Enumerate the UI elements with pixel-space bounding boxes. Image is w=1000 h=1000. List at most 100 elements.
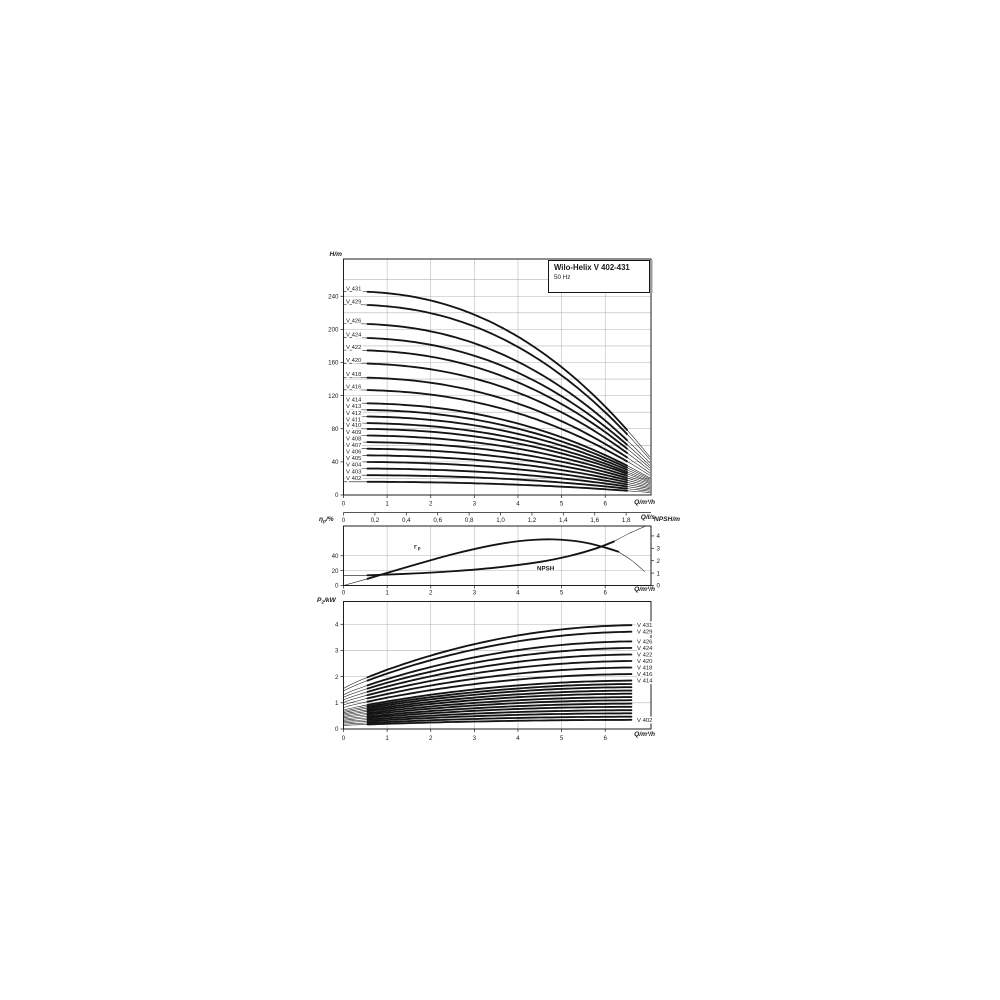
tick-label: 3 [657,546,661,553]
head-curve [366,389,628,463]
eff-curve [366,540,615,577]
power-curve-thin [343,694,370,703]
power-curve-thin [343,714,370,719]
tick-label: 5 [560,501,564,508]
power-curve-thin [343,717,370,721]
head-curve [366,447,628,482]
power-curve [366,712,633,723]
curve-label: V 406 [346,450,362,456]
tick-label: 0,2 [371,517,380,524]
power-curve [366,696,633,715]
tick-label: 3 [473,735,477,742]
tick-label: 2 [429,501,433,508]
curve-label: V 426 [637,639,653,645]
power-curve-thin [343,676,370,689]
power-curve-thin [343,722,370,725]
tick-label: 20 [332,568,339,575]
head-curve [366,467,628,488]
figure-title: Wilo-Helix V 402-431 [554,263,630,272]
curve-label: V 431 [346,287,361,293]
power-curve-thin [343,720,370,724]
plot-border [343,601,652,730]
tick-label: 40 [332,553,339,560]
tick-label: 0,4 [402,517,411,524]
tick-label: 6 [603,590,607,597]
power-curve-thin [343,707,370,713]
tick-label: 80 [332,426,339,433]
tick-label: 1,8 [622,517,631,524]
curve-label: V 431 [637,623,652,629]
power-curve [366,624,633,679]
curve-label: V 414 [346,398,362,404]
curve-label: V 416 [637,672,653,678]
tick-label: 2 [429,735,433,742]
power-curve [366,646,633,690]
efficiency-axis-label: ηp/% [319,516,334,525]
power-curve-thin [343,697,370,706]
head-curve [366,408,628,469]
curve-label: V 422 [346,345,361,351]
power-curve-thin [343,687,370,698]
tick-label: 3 [473,590,477,597]
tick-label: 0 [342,590,346,597]
curve-label: V 402 [346,476,361,482]
tick-label: 4 [516,590,520,597]
tick-label: 6 [603,501,607,508]
eff-curve-thin [618,551,645,572]
tick-label: 3 [335,648,339,655]
tick-label: 4 [516,735,520,742]
tick-label: 1 [385,735,389,742]
tick-label: 1,4 [559,517,568,524]
power-curve [366,686,633,710]
power-curve [366,666,633,700]
tick-label: 1 [335,700,339,707]
power-curve [366,718,633,726]
head-curve [366,422,628,473]
tick-label: 0 [335,492,339,499]
power-curve-thin [343,709,370,715]
curve-label: V 411 [346,417,361,423]
curve-label: V 404 [346,463,362,469]
head-curve [366,434,628,477]
power-curve-thin [343,684,370,696]
flow-axis-label-middle: Q/m³/h [634,586,655,593]
tick-label: 0 [342,735,346,742]
head-curve [366,362,628,454]
tick-label: 1,0 [496,517,505,524]
tick-label: 4 [657,533,661,540]
curve-label: V 420 [346,358,362,364]
curve-label: V 429 [637,630,652,636]
power-curve-thin [343,715,370,720]
tick-label: 1,2 [528,517,537,524]
tick-label: 1 [657,570,661,577]
tick-label: 2 [335,674,339,681]
power-curve [366,630,633,682]
tick-label: 6 [603,735,607,742]
tick-label: 40 [332,459,339,466]
flow-ls-axis-label: Q/l/s [640,513,655,521]
curve-label: V 424 [637,646,653,652]
tick-label: 160 [328,360,339,367]
curve-label: V 416 [346,384,362,390]
curve-label: V 412 [346,411,361,417]
flow-axis-label-top: Q/m³/h [634,499,655,506]
tick-label: 0 [335,583,339,590]
tick-label: 4 [516,501,520,508]
curve-label: V 405 [346,456,362,462]
series-label: ηp [414,544,421,551]
tick-label: 3 [473,501,477,508]
curve-label: V 414 [637,679,653,685]
eff-curve-thin [343,578,368,586]
tick-label: 200 [328,327,339,334]
curve-label: V 420 [637,659,653,665]
plot-border [343,258,652,496]
head-axis-label: H/m [329,250,342,258]
power-curve-thin [343,712,370,717]
tick-label: 5 [560,590,564,597]
power-curve-thin [343,691,370,701]
head-curve-thin [343,337,650,466]
head-curve [366,402,628,467]
tick-label: 0,6 [433,517,442,524]
tick-label: 2 [657,558,661,565]
curve-label: V 422 [637,652,652,658]
